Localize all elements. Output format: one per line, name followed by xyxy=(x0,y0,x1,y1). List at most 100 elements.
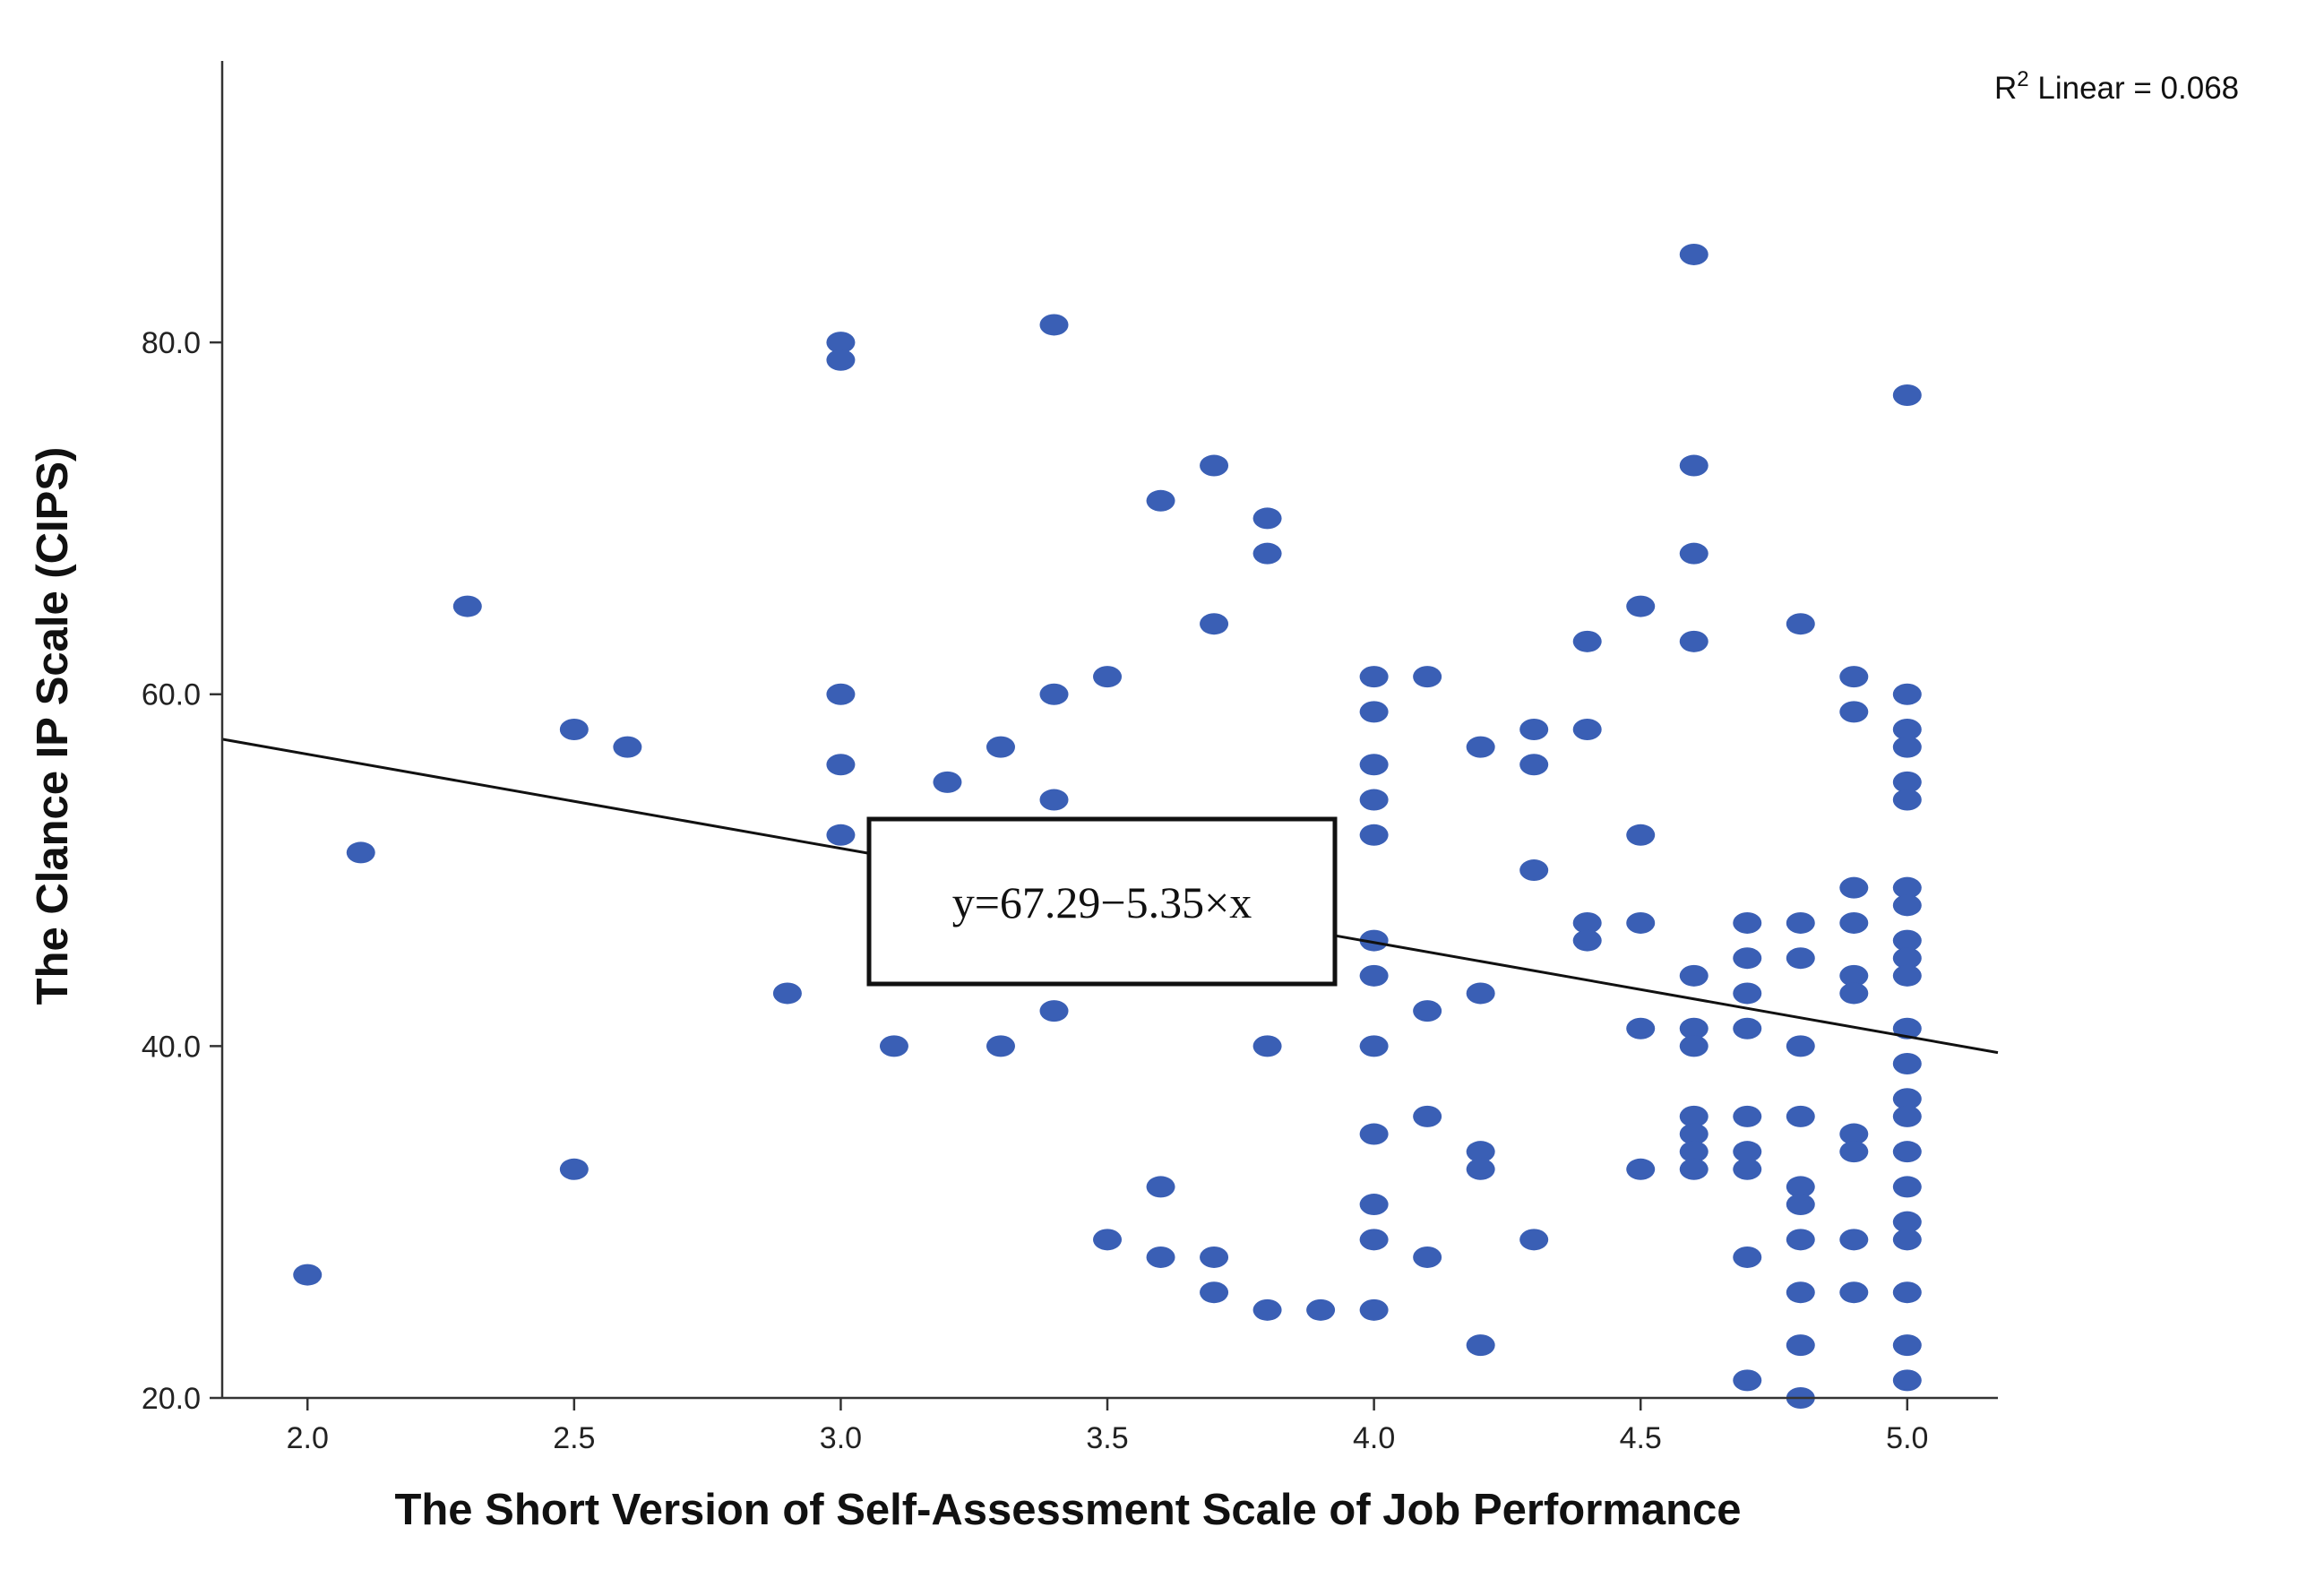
data-point xyxy=(1626,595,1656,617)
x-tick-label: 2.0 xyxy=(287,1421,329,1455)
data-point xyxy=(1413,666,1442,688)
data-point xyxy=(1039,683,1069,705)
data-point xyxy=(1626,1017,1656,1039)
data-point xyxy=(1786,1105,1815,1127)
data-point xyxy=(1892,384,1922,406)
data-point xyxy=(1252,1035,1282,1057)
data-point xyxy=(1146,489,1175,512)
data-point xyxy=(1359,666,1389,688)
data-point xyxy=(1892,876,1922,899)
data-point xyxy=(1466,1158,1495,1180)
data-point xyxy=(1733,1246,1762,1268)
data-point xyxy=(1359,1229,1389,1251)
y-tick-label: 40.0 xyxy=(142,1030,201,1064)
data-point xyxy=(1892,1017,1922,1039)
data-point xyxy=(1892,1105,1922,1127)
data-point xyxy=(1892,1053,1922,1074)
data-point xyxy=(1892,1176,1922,1198)
equation-label: y=67.29−5.35×x xyxy=(952,877,1252,927)
equation-box: y=67.29−5.35×x xyxy=(866,816,1338,987)
x-tick-label: 5.0 xyxy=(1886,1421,1928,1455)
data-point xyxy=(346,841,375,864)
data-point xyxy=(1839,1229,1869,1251)
data-point xyxy=(1466,982,1495,1005)
y-tick-label: 80.0 xyxy=(142,326,201,360)
data-point xyxy=(1626,911,1656,934)
data-point xyxy=(826,683,856,705)
data-point xyxy=(1786,1229,1815,1251)
data-point xyxy=(772,982,802,1005)
data-point xyxy=(1786,1035,1815,1057)
data-point xyxy=(1039,314,1069,336)
data-point xyxy=(826,824,856,846)
data-point xyxy=(1200,613,1229,635)
data-point xyxy=(1892,964,1922,987)
data-point xyxy=(1626,1158,1656,1180)
data-point xyxy=(1892,1211,1922,1233)
data-point xyxy=(1200,454,1229,477)
data-point xyxy=(1252,1298,1282,1321)
data-point xyxy=(1252,507,1282,530)
data-point xyxy=(1733,1105,1762,1127)
data-point xyxy=(879,1035,908,1057)
data-point xyxy=(1359,964,1389,987)
data-point xyxy=(826,754,856,776)
data-point xyxy=(1359,824,1389,846)
data-point xyxy=(1786,1194,1815,1216)
data-point xyxy=(1679,1123,1709,1145)
data-point xyxy=(1892,789,1922,811)
data-point xyxy=(1733,1017,1762,1039)
data-point xyxy=(1519,719,1549,740)
data-point xyxy=(1839,982,1869,1005)
data-point xyxy=(1093,1229,1123,1251)
data-point xyxy=(1466,736,1495,758)
data-point xyxy=(1306,1298,1336,1321)
x-axis-title: The Short Version of Self-Assessment Sca… xyxy=(394,1486,1741,1534)
data-point xyxy=(1413,1105,1442,1127)
equation-box-frame xyxy=(866,816,1338,987)
data-point xyxy=(1359,754,1389,776)
data-point xyxy=(1786,613,1815,635)
data-point xyxy=(826,332,856,354)
data-point xyxy=(1359,929,1389,952)
data-point xyxy=(1359,1123,1389,1145)
data-point xyxy=(1786,947,1815,970)
data-point xyxy=(826,349,856,371)
data-point xyxy=(1679,454,1709,477)
data-point xyxy=(1839,876,1869,899)
data-point xyxy=(1679,1158,1709,1180)
data-point xyxy=(1572,911,1602,934)
data-point xyxy=(1146,1246,1175,1268)
data-point xyxy=(1679,1017,1709,1039)
data-point xyxy=(1466,1334,1495,1357)
data-point xyxy=(1839,1123,1869,1145)
data-point xyxy=(1413,1246,1442,1268)
data-point xyxy=(1572,719,1602,740)
data-point xyxy=(1892,894,1922,917)
data-point xyxy=(1839,1281,1869,1304)
data-point xyxy=(1093,666,1123,688)
data-point xyxy=(1839,666,1869,688)
data-point xyxy=(1679,243,1709,265)
data-point xyxy=(1892,1141,1922,1163)
data-point xyxy=(1786,1334,1815,1357)
data-point xyxy=(1359,789,1389,811)
x-tick-label: 4.0 xyxy=(1353,1421,1395,1455)
data-point xyxy=(1839,701,1869,723)
data-point xyxy=(1786,1176,1815,1198)
data-point xyxy=(1892,1088,1922,1110)
data-point xyxy=(1786,1281,1815,1304)
points-layer xyxy=(293,243,1922,1409)
data-point xyxy=(1733,982,1762,1005)
data-point xyxy=(1892,1369,1922,1392)
data-point xyxy=(1733,1158,1762,1180)
data-point xyxy=(1892,1229,1922,1251)
data-point xyxy=(1679,630,1709,652)
data-point xyxy=(559,719,589,740)
data-point xyxy=(1892,719,1922,740)
r-squared-superscript: 2 xyxy=(2017,67,2028,91)
data-point xyxy=(613,736,642,758)
data-point xyxy=(986,1035,1015,1057)
ticks: 2.0 2.5 3.0 3.5 4.0 4.5 5.0 20.0 40.0 60.0 80.0 xyxy=(142,326,1929,1455)
